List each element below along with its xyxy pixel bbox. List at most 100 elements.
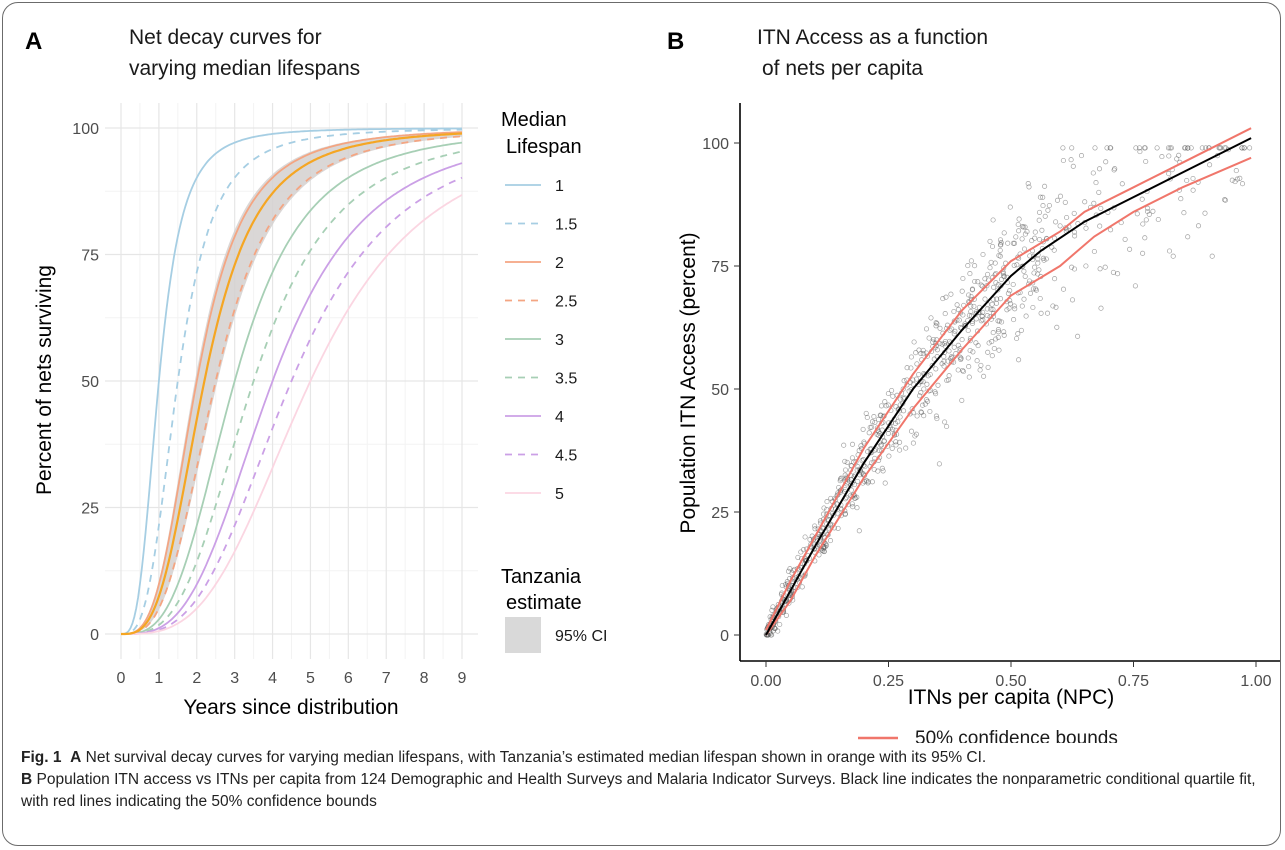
panel-b-x-ticks: 0.00 0.25 0.50 0.75 1.00	[750, 661, 1272, 690]
survey-point	[1038, 310, 1044, 316]
survey-point	[987, 238, 993, 244]
survey-point	[960, 367, 966, 374]
survey-point	[848, 487, 854, 493]
panel-a-y-tick-label: 25	[81, 501, 99, 518]
survey-point	[1052, 276, 1058, 282]
panel-b-y-tick-label: 25	[711, 505, 729, 522]
survey-point	[777, 621, 783, 628]
survey-point	[1222, 145, 1228, 151]
panel-a-title-line-1: Net decay curves for	[129, 26, 322, 49]
survey-point	[854, 505, 860, 511]
survey-point	[988, 306, 994, 312]
legend-title-line-1: Median	[501, 109, 567, 131]
survey-point	[821, 505, 827, 511]
survey-point	[872, 419, 878, 425]
survey-point	[969, 320, 976, 326]
decay-curve-median-1.5	[121, 128, 463, 635]
survey-point	[1069, 297, 1076, 303]
survey-point	[1209, 253, 1215, 259]
survey-point	[903, 445, 909, 451]
survey-point	[942, 419, 948, 425]
survey-point	[1041, 257, 1047, 263]
survey-point	[1010, 281, 1016, 288]
survey-point	[992, 260, 998, 266]
survey-point	[998, 240, 1004, 246]
panel-b-y-tick-label: 100	[702, 136, 729, 153]
survey-point	[904, 365, 910, 371]
survey-point	[1096, 166, 1103, 172]
survey-point	[1137, 149, 1143, 155]
survey-point	[995, 327, 1001, 333]
panel-a-y-tick-label: 0	[90, 627, 99, 644]
survey-point	[1176, 152, 1182, 158]
survey-point	[877, 431, 883, 437]
survey-point	[849, 455, 855, 461]
survey-point	[918, 390, 924, 396]
panel-a-y-tick-label: 100	[72, 121, 99, 138]
survey-point	[996, 347, 1002, 353]
panel-a-title-line-2: varying median lifespans	[129, 57, 360, 80]
survey-point	[980, 317, 986, 323]
survey-point	[942, 311, 948, 317]
survey-point	[966, 292, 972, 298]
survey-point	[995, 282, 1001, 288]
survey-point	[1005, 290, 1011, 296]
survey-point	[959, 288, 965, 294]
survey-point	[864, 478, 870, 484]
survey-point	[966, 364, 972, 370]
survey-point	[990, 307, 996, 313]
survey-point	[973, 316, 979, 322]
survey-point	[1207, 162, 1213, 168]
survey-point	[957, 325, 964, 331]
survey-point	[978, 282, 984, 288]
survey-point	[1108, 145, 1114, 151]
panel-b-y-ticks: 0 25 50 75 100	[702, 136, 740, 645]
survey-point	[908, 365, 914, 371]
survey-point	[1139, 196, 1145, 202]
decay-curve-median-4	[121, 162, 463, 635]
legend-label-1: 1	[555, 178, 564, 195]
survey-point	[987, 265, 993, 271]
panel-b-y-tick-label: 75	[711, 259, 729, 276]
survey-point	[1098, 205, 1104, 211]
survey-point	[959, 397, 965, 403]
survey-point	[785, 568, 792, 574]
survey-point	[802, 534, 808, 540]
survey-point	[891, 432, 897, 438]
quantile-fit-line	[765, 137, 1252, 636]
survey-point	[852, 495, 858, 502]
survey-point	[878, 412, 884, 418]
survey-point	[908, 428, 915, 434]
survey-point	[879, 442, 885, 448]
survey-point	[943, 294, 949, 300]
survey-point	[798, 549, 804, 555]
survey-point	[945, 377, 951, 383]
survey-point	[1127, 246, 1133, 252]
survey-point	[1040, 194, 1046, 200]
survey-point	[824, 499, 830, 505]
survey-point	[1185, 145, 1191, 151]
survey-point	[968, 258, 974, 264]
survey-point	[952, 328, 958, 334]
survey-point	[1184, 177, 1190, 184]
survey-point	[997, 242, 1004, 248]
survey-point	[890, 426, 896, 432]
panel-a-x-tick-label: 6	[344, 670, 353, 687]
survey-point	[980, 309, 986, 315]
survey-point	[920, 351, 926, 357]
survey-point	[869, 479, 875, 485]
survey-point	[923, 397, 929, 403]
survey-point	[1014, 262, 1020, 268]
panel-b-x-tick-label: 1.00	[1240, 673, 1271, 690]
panel-b-axes	[739, 103, 1280, 662]
survey-point	[1011, 317, 1017, 323]
survey-point	[960, 275, 966, 282]
survey-point	[978, 362, 984, 368]
survey-point	[886, 453, 892, 459]
panel-b-y-tick-label: 0	[720, 628, 729, 645]
survey-point	[922, 401, 928, 407]
survey-point	[996, 252, 1002, 259]
survey-point	[1195, 223, 1202, 229]
survey-point	[990, 330, 996, 336]
survey-point	[962, 323, 969, 329]
